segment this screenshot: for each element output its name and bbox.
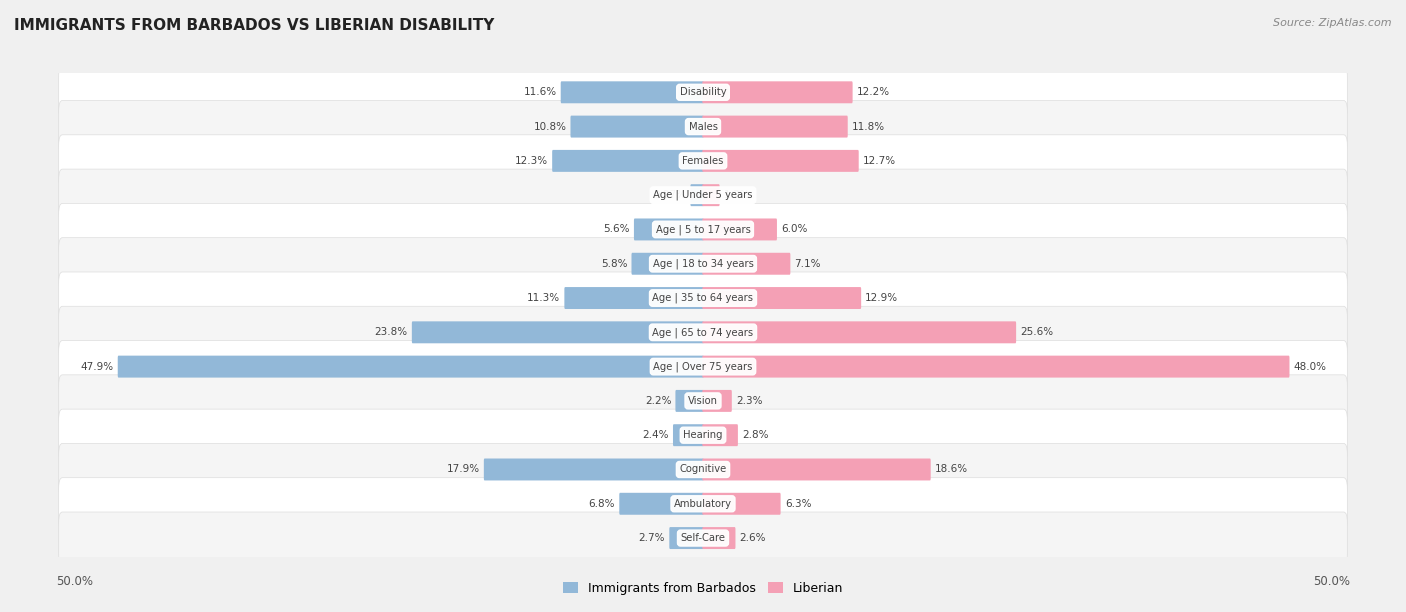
FancyBboxPatch shape [59, 478, 1347, 530]
FancyBboxPatch shape [564, 287, 704, 309]
FancyBboxPatch shape [702, 287, 860, 309]
FancyBboxPatch shape [702, 81, 852, 103]
FancyBboxPatch shape [59, 169, 1347, 221]
Text: 10.8%: 10.8% [533, 122, 567, 132]
FancyBboxPatch shape [631, 253, 704, 275]
Text: 2.6%: 2.6% [740, 533, 766, 543]
Text: 50.0%: 50.0% [1313, 575, 1350, 588]
FancyBboxPatch shape [702, 116, 848, 138]
Text: 18.6%: 18.6% [935, 465, 967, 474]
Text: Source: ZipAtlas.com: Source: ZipAtlas.com [1274, 18, 1392, 28]
Text: 12.7%: 12.7% [863, 156, 896, 166]
FancyBboxPatch shape [59, 306, 1347, 359]
Legend: Immigrants from Barbados, Liberian: Immigrants from Barbados, Liberian [558, 577, 848, 600]
Text: Self-Care: Self-Care [681, 533, 725, 543]
Text: Age | Under 5 years: Age | Under 5 years [654, 190, 752, 200]
FancyBboxPatch shape [59, 66, 1347, 118]
Text: IMMIGRANTS FROM BARBADOS VS LIBERIAN DISABILITY: IMMIGRANTS FROM BARBADOS VS LIBERIAN DIS… [14, 18, 495, 34]
Text: 12.2%: 12.2% [856, 88, 890, 97]
FancyBboxPatch shape [702, 424, 738, 446]
FancyBboxPatch shape [702, 253, 790, 275]
FancyBboxPatch shape [412, 321, 704, 343]
Text: 25.6%: 25.6% [1021, 327, 1053, 337]
FancyBboxPatch shape [571, 116, 704, 138]
FancyBboxPatch shape [675, 390, 704, 412]
FancyBboxPatch shape [673, 424, 704, 446]
FancyBboxPatch shape [59, 272, 1347, 324]
FancyBboxPatch shape [59, 409, 1347, 461]
FancyBboxPatch shape [59, 444, 1347, 496]
Text: 6.8%: 6.8% [589, 499, 616, 509]
Text: 12.3%: 12.3% [515, 156, 548, 166]
FancyBboxPatch shape [702, 458, 931, 480]
Text: 6.0%: 6.0% [782, 225, 807, 234]
FancyBboxPatch shape [59, 203, 1347, 256]
Text: 47.9%: 47.9% [80, 362, 114, 371]
Text: 1.3%: 1.3% [724, 190, 751, 200]
Text: 23.8%: 23.8% [374, 327, 408, 337]
Text: 2.8%: 2.8% [742, 430, 769, 440]
FancyBboxPatch shape [59, 237, 1347, 290]
Text: 11.6%: 11.6% [523, 88, 557, 97]
Text: 48.0%: 48.0% [1294, 362, 1327, 371]
FancyBboxPatch shape [702, 321, 1017, 343]
FancyBboxPatch shape [702, 493, 780, 515]
FancyBboxPatch shape [702, 218, 778, 241]
FancyBboxPatch shape [702, 184, 720, 206]
Text: 2.4%: 2.4% [643, 430, 669, 440]
Text: Age | 35 to 64 years: Age | 35 to 64 years [652, 293, 754, 304]
Text: Males: Males [689, 122, 717, 132]
Text: Age | 18 to 34 years: Age | 18 to 34 years [652, 258, 754, 269]
FancyBboxPatch shape [59, 340, 1347, 393]
FancyBboxPatch shape [669, 527, 704, 549]
Text: 11.8%: 11.8% [852, 122, 884, 132]
FancyBboxPatch shape [484, 458, 704, 480]
Text: 2.7%: 2.7% [638, 533, 665, 543]
Text: 7.1%: 7.1% [794, 259, 821, 269]
Text: 5.6%: 5.6% [603, 225, 630, 234]
FancyBboxPatch shape [702, 390, 731, 412]
FancyBboxPatch shape [702, 356, 1289, 378]
Text: Age | 5 to 17 years: Age | 5 to 17 years [655, 224, 751, 235]
FancyBboxPatch shape [690, 184, 704, 206]
FancyBboxPatch shape [702, 150, 859, 172]
FancyBboxPatch shape [634, 218, 704, 241]
FancyBboxPatch shape [619, 493, 704, 515]
Text: 6.3%: 6.3% [785, 499, 811, 509]
Text: 11.3%: 11.3% [527, 293, 560, 303]
FancyBboxPatch shape [118, 356, 704, 378]
Text: Ambulatory: Ambulatory [673, 499, 733, 509]
FancyBboxPatch shape [59, 512, 1347, 564]
FancyBboxPatch shape [553, 150, 704, 172]
Text: 17.9%: 17.9% [447, 465, 479, 474]
Text: 12.9%: 12.9% [865, 293, 898, 303]
Text: Age | 65 to 74 years: Age | 65 to 74 years [652, 327, 754, 338]
FancyBboxPatch shape [59, 135, 1347, 187]
FancyBboxPatch shape [702, 527, 735, 549]
Text: Females: Females [682, 156, 724, 166]
Text: Cognitive: Cognitive [679, 465, 727, 474]
FancyBboxPatch shape [59, 100, 1347, 152]
FancyBboxPatch shape [59, 375, 1347, 427]
Text: Disability: Disability [679, 88, 727, 97]
Text: 2.2%: 2.2% [645, 396, 671, 406]
FancyBboxPatch shape [561, 81, 704, 103]
Text: Age | Over 75 years: Age | Over 75 years [654, 361, 752, 372]
Text: Vision: Vision [688, 396, 718, 406]
Text: 2.3%: 2.3% [735, 396, 762, 406]
Text: 50.0%: 50.0% [56, 575, 93, 588]
Text: Hearing: Hearing [683, 430, 723, 440]
Text: 0.97%: 0.97% [654, 190, 686, 200]
Text: 5.8%: 5.8% [600, 259, 627, 269]
